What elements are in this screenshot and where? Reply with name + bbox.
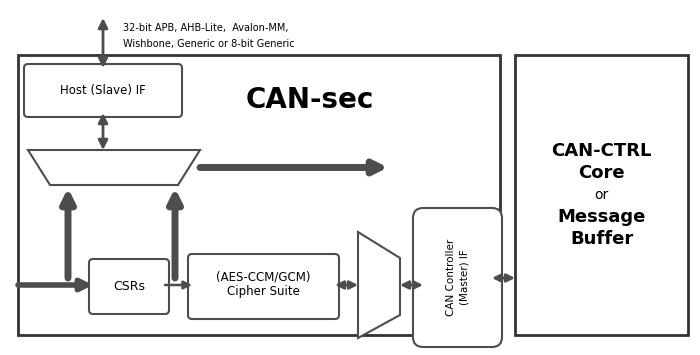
Polygon shape: [28, 150, 200, 185]
FancyBboxPatch shape: [188, 254, 339, 319]
Text: CAN-CTRL: CAN-CTRL: [552, 142, 652, 160]
FancyBboxPatch shape: [515, 55, 688, 335]
FancyBboxPatch shape: [24, 64, 182, 117]
FancyBboxPatch shape: [89, 259, 169, 314]
FancyBboxPatch shape: [413, 208, 502, 347]
Text: Core: Core: [578, 164, 625, 182]
Polygon shape: [358, 232, 400, 338]
Text: (AES-CCM/GCM): (AES-CCM/GCM): [216, 271, 311, 284]
FancyBboxPatch shape: [18, 55, 500, 335]
Text: Host (Slave) IF: Host (Slave) IF: [60, 84, 146, 97]
Text: Buffer: Buffer: [570, 230, 633, 248]
Text: Cipher Suite: Cipher Suite: [227, 285, 300, 298]
Text: 32-bit APB, AHB-Lite,  Avalon-MM,: 32-bit APB, AHB-Lite, Avalon-MM,: [123, 23, 288, 33]
Text: CSRs: CSRs: [113, 280, 145, 293]
Text: Wishbone, Generic or 8-bit Generic: Wishbone, Generic or 8-bit Generic: [123, 39, 295, 49]
Text: or: or: [594, 188, 608, 202]
Text: CAN-sec: CAN-sec: [246, 86, 374, 114]
Text: Message: Message: [557, 208, 645, 226]
Text: CAN Controller
(Master) IF: CAN Controller (Master) IF: [446, 239, 469, 316]
